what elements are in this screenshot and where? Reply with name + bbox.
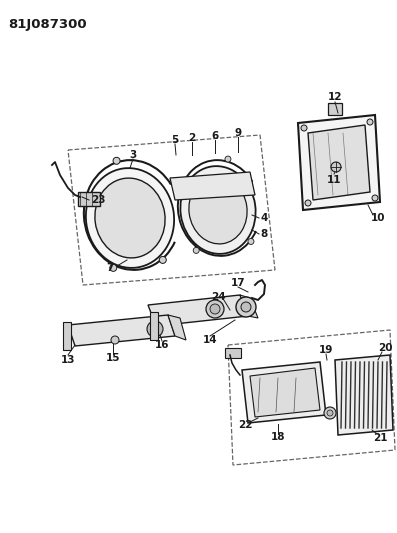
Polygon shape <box>170 172 255 200</box>
Bar <box>63 322 71 350</box>
Circle shape <box>305 200 311 206</box>
Ellipse shape <box>189 176 247 244</box>
Text: 18: 18 <box>271 432 285 442</box>
Bar <box>150 312 158 340</box>
Polygon shape <box>168 315 186 340</box>
Text: 7: 7 <box>106 263 114 273</box>
Circle shape <box>176 186 182 192</box>
Text: 4: 4 <box>260 213 268 223</box>
Circle shape <box>159 256 166 263</box>
Text: 14: 14 <box>203 335 217 345</box>
Circle shape <box>113 157 120 164</box>
Bar <box>225 348 241 358</box>
Circle shape <box>327 410 333 416</box>
Text: 81J087300: 81J087300 <box>8 18 87 31</box>
Text: 6: 6 <box>211 131 219 141</box>
Text: 11: 11 <box>327 175 341 185</box>
Text: 9: 9 <box>235 128 241 138</box>
Bar <box>78 192 100 206</box>
Circle shape <box>301 125 307 131</box>
Circle shape <box>236 297 256 317</box>
Circle shape <box>225 156 231 162</box>
Polygon shape <box>148 295 248 326</box>
Circle shape <box>147 321 163 337</box>
Text: 3: 3 <box>129 150 137 160</box>
Text: 23: 23 <box>91 195 105 205</box>
Circle shape <box>79 200 87 207</box>
Polygon shape <box>308 125 370 200</box>
Circle shape <box>110 264 117 271</box>
Circle shape <box>367 119 373 125</box>
Text: 16: 16 <box>155 340 169 350</box>
Polygon shape <box>335 355 393 435</box>
Circle shape <box>248 238 254 245</box>
Bar <box>328 103 342 115</box>
Circle shape <box>193 247 199 253</box>
Circle shape <box>241 302 251 312</box>
Circle shape <box>324 407 336 419</box>
Text: 5: 5 <box>172 135 179 145</box>
Polygon shape <box>68 315 175 346</box>
Text: 10: 10 <box>371 213 385 223</box>
Ellipse shape <box>180 166 256 254</box>
Text: 22: 22 <box>238 420 252 430</box>
Polygon shape <box>250 368 320 417</box>
Text: 2: 2 <box>188 133 196 143</box>
Text: 20: 20 <box>378 343 392 353</box>
Circle shape <box>372 195 378 201</box>
Circle shape <box>206 300 224 318</box>
Polygon shape <box>242 362 326 423</box>
Ellipse shape <box>95 178 165 258</box>
Text: 12: 12 <box>328 92 342 102</box>
Text: 24: 24 <box>211 292 225 302</box>
Polygon shape <box>298 115 380 210</box>
Circle shape <box>331 162 341 172</box>
Text: 15: 15 <box>106 353 120 363</box>
Ellipse shape <box>86 168 174 268</box>
Text: 19: 19 <box>319 345 333 355</box>
Circle shape <box>210 304 220 314</box>
Text: 8: 8 <box>260 229 268 239</box>
Text: 21: 21 <box>373 433 387 443</box>
Polygon shape <box>240 295 258 318</box>
Circle shape <box>111 336 119 344</box>
Text: 17: 17 <box>231 278 245 288</box>
Text: 13: 13 <box>61 355 75 365</box>
